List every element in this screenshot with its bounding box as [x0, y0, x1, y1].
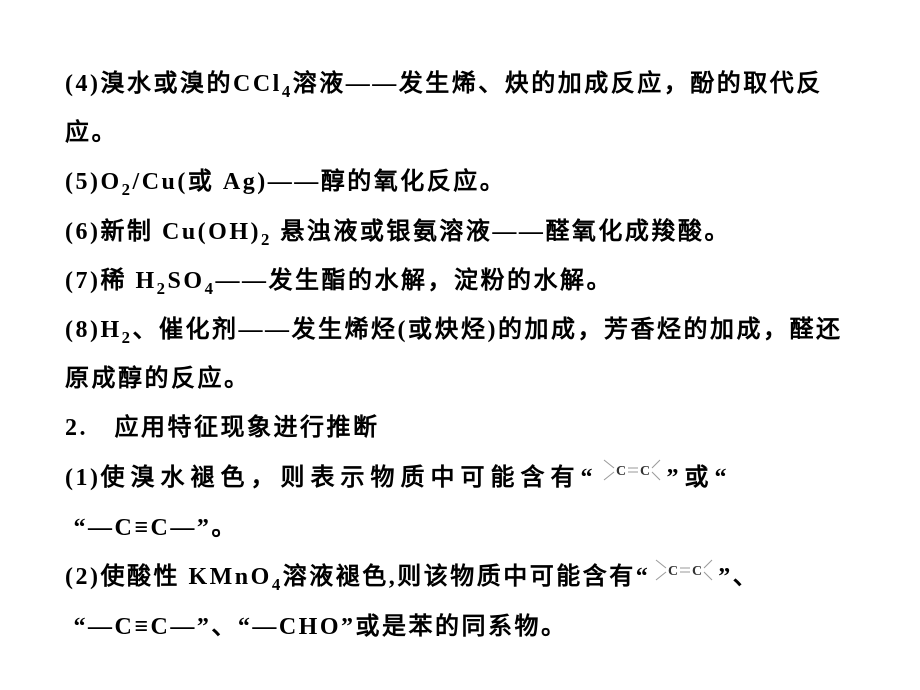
item-4-text1: 溴水或溴的 — [100, 71, 233, 97]
item-7-reagent: H2SO4 — [127, 268, 215, 294]
rule-1: (1)使溴水褪色，则表示物质中可能含有“CC”或“ “—C≡C—”。 — [65, 454, 855, 553]
svg-text:C: C — [640, 464, 653, 479]
item-4: (4)溴水或溴的CCl4溶液——发生烯、炔的加成反应，酚的取代反应。 — [65, 60, 855, 158]
cc-double-bond-icon: CC — [654, 554, 714, 603]
rule-1-prefix: (1) — [65, 465, 100, 491]
rule-2-text1: 使酸性 — [100, 564, 180, 590]
rule-1-text2: ”或“ — [666, 465, 732, 491]
item-4-reagent: CCl4 — [233, 71, 293, 97]
item-5: (5)O2/Cu(或 Ag)——醇的氧化反应。 — [65, 158, 855, 207]
rule-2: (2)使酸性 KMnO4溶液褪色,则该物质中可能含有“CC”、 “—C≡C—”、… — [65, 553, 855, 652]
rule-1-text1: 使溴水褪色，则表示物质中可能含有“ — [100, 465, 598, 491]
item-5-text: 醇的氧化反应。 — [321, 169, 507, 195]
rule-2-reagent: KMnO4 — [180, 564, 283, 590]
item-6-text1: 新制 — [100, 219, 153, 245]
item-7-text2: ——发生酯的水解，淀粉的水解。 — [215, 268, 613, 294]
rule-2-text2: 溶液褪色,则该物质中可能含有“ — [283, 564, 651, 590]
item-6-prefix: (6) — [65, 219, 100, 245]
item-8: (8)H2、催化剂——发生烯烃(或炔烃)的加成，芳香烃的加成，醛还原成醇的反应。 — [65, 306, 855, 404]
rule-2-prefix: (2) — [65, 564, 100, 590]
rule-1-text3: “—C≡C—”。 — [74, 515, 238, 541]
section-2-num: 2. — [65, 415, 115, 441]
item-6-reagent: Cu(OH)2 — [153, 219, 271, 245]
item-6-text2: 悬浊液或银氨溶液——醛氧化成羧酸。 — [272, 219, 731, 245]
item-7-prefix: (7) — [65, 268, 100, 294]
rule-2-tail: “—C≡C—”、“—CHO”或是苯的同系物。 — [74, 614, 568, 640]
svg-text:C: C — [692, 564, 705, 579]
svg-text:C: C — [616, 464, 629, 479]
item-4-prefix: (4) — [65, 71, 100, 97]
rule-2-text3: ”、 — [718, 564, 759, 590]
item-7: (7)稀 H2SO4——发生酯的水解，淀粉的水解。 — [65, 257, 855, 306]
item-6: (6)新制 Cu(OH)2 悬浊液或银氨溶液——醛氧化成羧酸。 — [65, 208, 855, 257]
svg-text:C: C — [668, 564, 681, 579]
item-8-prefix: (8)H2 — [65, 317, 133, 343]
section-2-title: 2. 应用特征现象进行推断 — [65, 404, 855, 453]
item-8-text: 、催化剂——发生烯烃(或炔烃)的加成，芳香烃的加成，醛还原成醇的反应。 — [65, 317, 843, 392]
item-5-prefix: (5)O2/Cu( — [65, 169, 188, 195]
item-7-text1: 稀 — [100, 268, 127, 294]
cc-double-bond-icon: CC — [602, 454, 662, 503]
